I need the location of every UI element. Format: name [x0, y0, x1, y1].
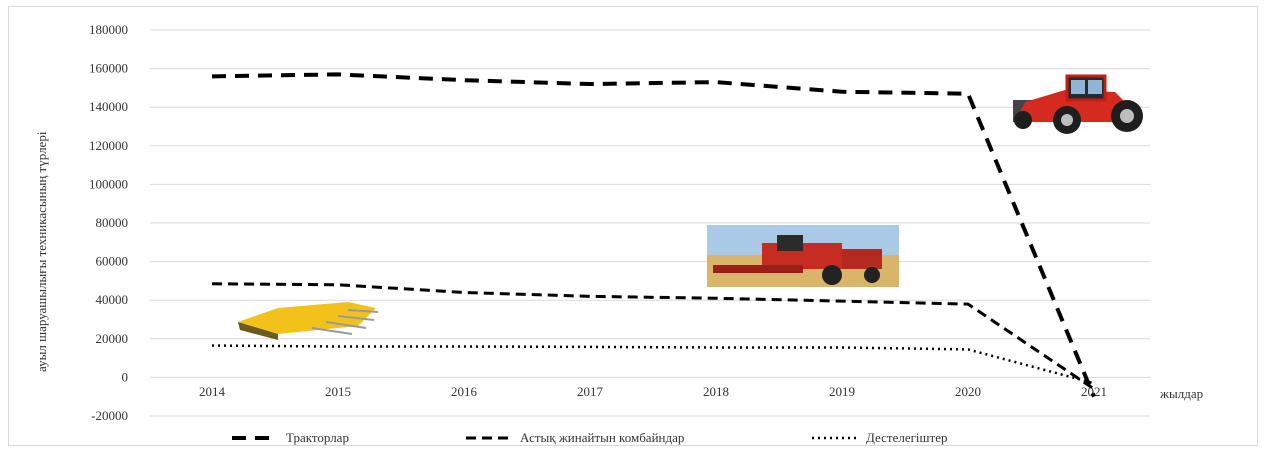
combine-harvester-image: [707, 225, 899, 287]
gridlines: [150, 29, 1150, 417]
x-tick-label: 2017: [577, 384, 604, 399]
x-axis-label: жылдар: [1159, 386, 1203, 401]
legend: Тракторлар Астық жинайтын комбайндар Десте…: [232, 430, 948, 445]
series-line-1: [211, 282, 1095, 391]
y-tick-label: 20000: [96, 331, 129, 346]
series-line-0: [211, 72, 1096, 398]
y-tick-label: 40000: [96, 292, 129, 307]
y-tick-labels: 180000 160000 140000 120000 100000 80000 60000…: [89, 22, 128, 423]
x-tick-label: 2018: [703, 384, 729, 399]
y-tick-label: 100000: [89, 176, 128, 191]
y-tick-label: 0: [122, 369, 129, 384]
y-tick-label: 60000: [96, 254, 129, 269]
y-tick-label: 160000: [89, 61, 128, 76]
x-tick-label: 2015: [325, 384, 351, 399]
tractor-image: [1013, 74, 1143, 134]
header-attachment-image: [238, 302, 379, 340]
y-tick-label: 120000: [89, 138, 128, 153]
x-tick-labels: 2014 2015 2016 2017 2018 2019 2020 2021: [199, 384, 1107, 399]
legend-label: Дестелегіштер: [866, 430, 948, 445]
x-tick-label: 2020: [955, 384, 981, 399]
x-tick-label: 2014: [199, 384, 226, 399]
x-tick-label: 2021: [1081, 384, 1107, 399]
y-tick-label: 80000: [96, 215, 129, 230]
legend-label: Тракторлар: [286, 430, 349, 445]
series-lines: [211, 72, 1096, 398]
y-tick-label: 140000: [89, 99, 128, 114]
x-tick-label: 2019: [829, 384, 855, 399]
y-tick-label: 180000: [89, 22, 128, 37]
legend-label: Астық жинайтын комбайндар: [520, 430, 684, 445]
y-axis-label: ауыл шаруашылығы техникасының түрлері: [34, 131, 49, 372]
chart-frame: [8, 6, 1258, 446]
x-tick-label: 2016: [451, 384, 478, 399]
y-tick-label: -20000: [91, 408, 128, 423]
